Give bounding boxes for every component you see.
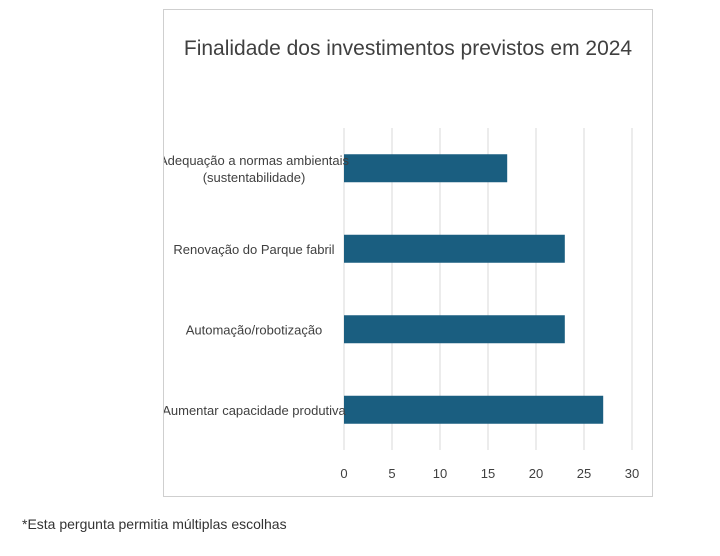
x-tick-label: 10	[433, 466, 447, 481]
category-label: Automação/robotização	[186, 322, 323, 337]
category-label: Adequação a normas ambientais (sustentabi…	[164, 153, 350, 185]
category-labels: Adequação a normas ambientais (sustentabi…	[164, 153, 350, 418]
category-label: Aumentar capacidade produtiva	[164, 403, 347, 418]
x-tick-label: 0	[340, 466, 347, 481]
bar	[344, 315, 565, 344]
x-tick-label: 15	[481, 466, 495, 481]
x-axis-ticks: 0 5 10 15 20 25 30	[340, 466, 639, 481]
chart-frame: Finalidade dos investimentos previstos e…	[163, 9, 653, 497]
bar	[344, 395, 604, 424]
bar	[344, 154, 508, 183]
x-tick-label: 30	[625, 466, 639, 481]
x-tick-label: 5	[388, 466, 395, 481]
bar-layer	[344, 154, 604, 424]
bar	[344, 234, 565, 263]
chart-title: Finalidade dos investimentos previstos e…	[184, 37, 633, 60]
category-label: Renovação do Parque fabril	[173, 242, 334, 257]
footnote: *Esta pergunta permitia múltiplas escolh…	[22, 516, 287, 532]
x-tick-label: 20	[529, 466, 543, 481]
x-tick-label: 25	[577, 466, 591, 481]
bar-chart: Finalidade dos investimentos previstos e…	[164, 37, 639, 481]
